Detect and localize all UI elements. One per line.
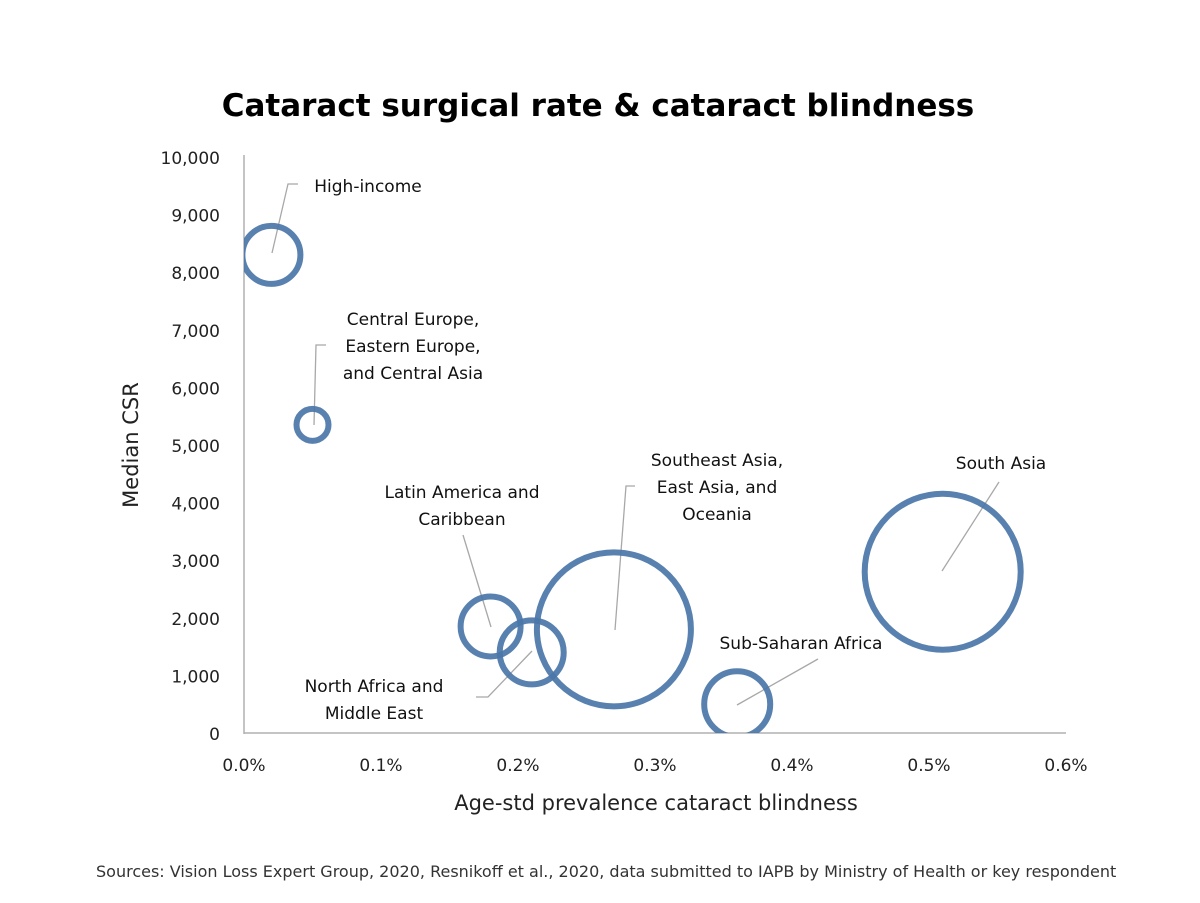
leader-line [462, 534, 492, 628]
source-note: Sources: Vision Loss Expert Group, 2020,… [96, 862, 1117, 881]
y-axis-label: Median CSR [119, 382, 143, 508]
y-tick-label: 7,000 [171, 322, 220, 342]
x-tick-label: 0.0% [222, 756, 265, 776]
leader-line [736, 658, 819, 706]
y-tick-label: 1,000 [171, 667, 220, 687]
bubble [293, 405, 332, 444]
x-tick-label: 0.4% [770, 756, 813, 776]
x-tick-label: 0.3% [633, 756, 676, 776]
leader-line [941, 481, 1000, 572]
bubble [244, 222, 304, 287]
x-tick-label: 0.6% [1044, 756, 1087, 776]
y-tick-label: 0 [209, 725, 220, 745]
bubble [701, 668, 774, 733]
y-tick-label: 4,000 [171, 495, 220, 515]
y-tick-label: 10,000 [161, 149, 220, 169]
bubble-label: Latin America and Caribbean [385, 483, 540, 530]
bubble [533, 549, 694, 710]
x-tick-label: 0.2% [496, 756, 539, 776]
leader-line [614, 485, 635, 631]
y-tick-label: 5,000 [171, 437, 220, 457]
y-tick-label: 2,000 [171, 610, 220, 630]
leader-line [476, 650, 533, 698]
bubble-label: Sub-Saharan Africa [720, 634, 883, 654]
bubble-label: South Asia [956, 454, 1046, 474]
y-tick-label: 9,000 [171, 207, 220, 227]
y-tick-label: 6,000 [171, 379, 220, 399]
x-axis-label: Age-std prevalence cataract blindness [454, 791, 858, 815]
bubble-label: Central Europe, Eastern Europe, and Centra… [343, 310, 483, 384]
bubble-label: High-income [314, 177, 421, 197]
x-tick-label: 0.1% [359, 756, 402, 776]
bubble-label: North Africa and Middle East [305, 677, 444, 724]
y-tick-label: 3,000 [171, 552, 220, 572]
x-tick-label: 0.5% [907, 756, 950, 776]
leader-line [271, 183, 298, 254]
leader-line [313, 344, 326, 426]
y-tick-label: 8,000 [171, 264, 220, 284]
bubble-label: Southeast Asia, East Asia, and Oceania [651, 451, 783, 525]
chart-title: Cataract surgical rate & cataract blindn… [222, 88, 975, 124]
bubble [457, 593, 524, 660]
bubble [861, 490, 1024, 653]
bubble [496, 617, 567, 688]
